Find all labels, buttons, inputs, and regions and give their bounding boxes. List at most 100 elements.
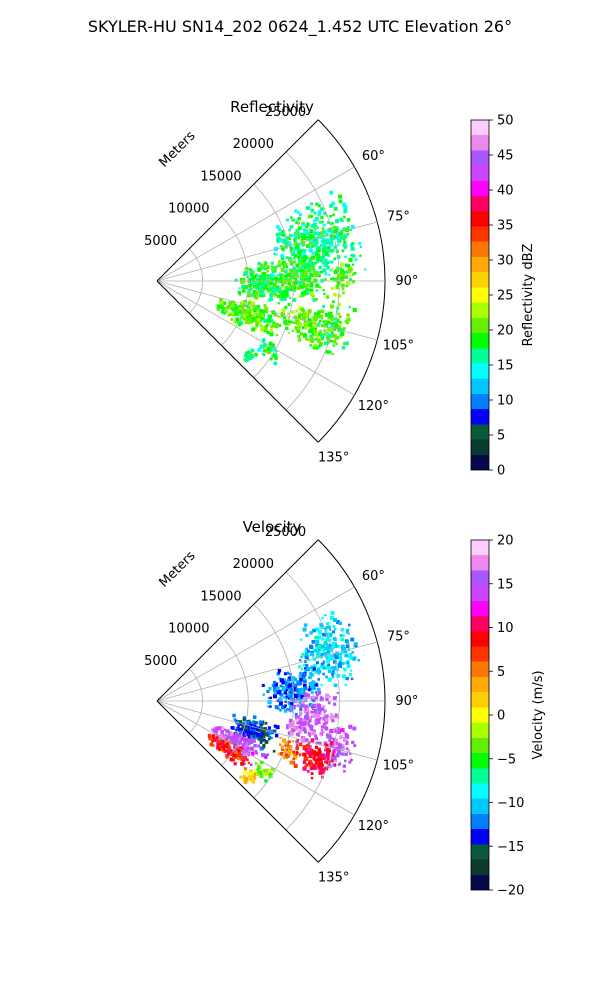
echo-gate — [238, 307, 242, 311]
echo-gate — [344, 255, 347, 258]
echo-gate — [339, 232, 343, 236]
echo-gate — [263, 727, 266, 730]
echo-gate — [322, 305, 325, 308]
echo-gate — [316, 687, 321, 692]
echo-gate — [283, 269, 288, 274]
echo-gate — [319, 286, 322, 289]
echo-gate — [314, 734, 318, 738]
echo-gate — [249, 746, 254, 751]
echo-gate — [238, 309, 243, 314]
echo-gate — [245, 313, 249, 317]
echo-gate — [281, 229, 285, 233]
echo-gate — [299, 677, 303, 682]
echo-gate — [291, 720, 295, 724]
echo-gate — [339, 273, 344, 277]
echo-gate — [259, 308, 263, 312]
echo-gate — [289, 718, 293, 722]
echo-gate — [298, 305, 302, 310]
echo-gate — [325, 263, 328, 266]
echo-gate — [290, 216, 293, 219]
echo-gate — [306, 750, 310, 755]
echo-gate — [344, 263, 349, 268]
echo-gate — [312, 685, 315, 688]
echo-gate — [312, 222, 317, 227]
echo-gate — [306, 743, 310, 748]
echo-gate — [263, 272, 266, 275]
echo-gate — [239, 755, 242, 758]
echo-gate — [288, 258, 292, 263]
echo-gate — [254, 721, 257, 724]
echo-gate — [310, 738, 315, 742]
echo-gate — [255, 773, 259, 776]
radial-tick-label: 10000 — [168, 622, 209, 637]
echo-gate — [239, 723, 243, 726]
echo-gate — [225, 754, 228, 757]
echo-gate — [335, 667, 339, 671]
echo-gate — [252, 715, 257, 719]
echo-gate — [321, 239, 325, 242]
echo-gate — [327, 228, 331, 233]
echo-gate — [269, 341, 273, 345]
echo-gate — [268, 287, 271, 290]
echo-gate — [336, 727, 340, 731]
echo-gate — [296, 220, 299, 223]
echo-gate — [257, 764, 261, 768]
echo-gate — [340, 331, 345, 336]
echo-gate — [290, 677, 295, 681]
echo-gate — [228, 733, 231, 736]
echo-gate — [278, 286, 281, 289]
echo-gate — [319, 314, 324, 319]
echo-gate — [297, 725, 300, 728]
echo-gate — [322, 268, 327, 273]
echo-gate — [348, 623, 351, 627]
echo-gate — [285, 265, 289, 268]
echo-gate — [287, 692, 291, 696]
echo-gate — [310, 336, 314, 340]
echo-gate — [255, 281, 259, 284]
echo-gate — [319, 647, 324, 651]
echo-gate — [231, 300, 235, 305]
echo-gate — [248, 268, 252, 271]
echo-gate — [278, 324, 282, 327]
echo-gate — [350, 244, 353, 247]
echo-gate — [242, 311, 247, 315]
echo-gate — [301, 240, 306, 245]
echo-gate — [257, 304, 261, 308]
echo-gate — [281, 705, 286, 710]
echo-gate — [256, 767, 260, 771]
echo-gate — [328, 274, 331, 277]
echo-gate — [288, 296, 292, 299]
echo-gate — [307, 281, 310, 284]
echo-gate — [280, 745, 284, 749]
echo-gate — [271, 323, 276, 328]
echo-gate — [314, 745, 318, 749]
echo-gate — [306, 712, 309, 715]
echo-gate — [336, 306, 340, 310]
echo-gate — [312, 698, 315, 701]
echo-gate — [305, 763, 309, 767]
echo-gate — [293, 755, 297, 760]
echo-gate — [328, 260, 331, 263]
echo-gate — [317, 204, 321, 208]
echo-gate — [274, 270, 277, 273]
echo-gate — [299, 242, 302, 245]
echo-gate — [286, 287, 291, 292]
echo-gate — [343, 240, 347, 244]
echo-gate — [340, 219, 344, 223]
echo-gate — [260, 324, 263, 327]
echo-gate — [332, 321, 336, 325]
echo-gate — [296, 681, 301, 686]
echo-gate — [323, 246, 326, 249]
echo-gate — [267, 769, 272, 774]
echo-gate — [256, 733, 261, 738]
echo-gate — [280, 313, 285, 318]
echo-gate — [315, 706, 319, 710]
echo-gate — [267, 697, 270, 700]
echo-gate — [318, 231, 322, 235]
echo-gate — [336, 318, 340, 321]
echo-gate — [310, 202, 313, 206]
echo-gate — [288, 332, 291, 335]
echo-gate — [289, 287, 293, 292]
echo-gate — [321, 227, 325, 230]
echo-gate — [309, 766, 314, 771]
